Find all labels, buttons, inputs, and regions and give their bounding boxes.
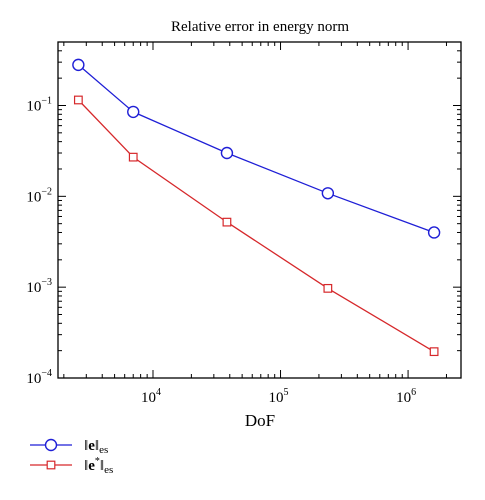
data-point — [222, 217, 232, 227]
series-1 — [72, 58, 441, 239]
data-point — [73, 95, 83, 105]
legend-label: ‖e‖es — [84, 438, 108, 456]
tick-label: 104 — [141, 387, 161, 406]
axis-ticks — [58, 41, 461, 379]
data-point — [429, 347, 439, 357]
axis-tick-labels: 104 105 106 10−1 10−2 10−3 10−4 — [26, 95, 416, 406]
data-point — [128, 152, 138, 162]
tick-label: 105 — [269, 387, 289, 406]
series-line — [77, 99, 435, 353]
data-point — [72, 58, 85, 72]
tick-label: 106 — [396, 387, 416, 406]
legend-item-2: ‖e*‖es — [30, 456, 113, 476]
data-point — [220, 146, 234, 160]
data-point — [321, 187, 335, 200]
legend-label: ‖e*‖es — [84, 456, 113, 476]
legend-marker — [46, 460, 56, 470]
plot-area-frame — [57, 41, 462, 379]
data-point — [427, 226, 441, 239]
tick-label: 10−1 — [26, 95, 52, 114]
tick-label: 10−4 — [26, 368, 52, 387]
data-point — [323, 283, 333, 293]
chart-title: Relative error in energy norm — [171, 19, 349, 35]
series-layer — [72, 58, 441, 357]
legend-item-1: ‖e‖es — [30, 438, 108, 456]
tick-label: 10−2 — [26, 186, 52, 205]
data-point — [127, 105, 140, 119]
series-2 — [73, 95, 439, 357]
legend-marker — [44, 438, 58, 452]
legend: ‖e‖es‖e*‖es — [30, 438, 113, 476]
x-axis-label: DoF — [245, 411, 275, 430]
tick-label: 10−3 — [26, 277, 52, 296]
series-line — [77, 64, 435, 234]
